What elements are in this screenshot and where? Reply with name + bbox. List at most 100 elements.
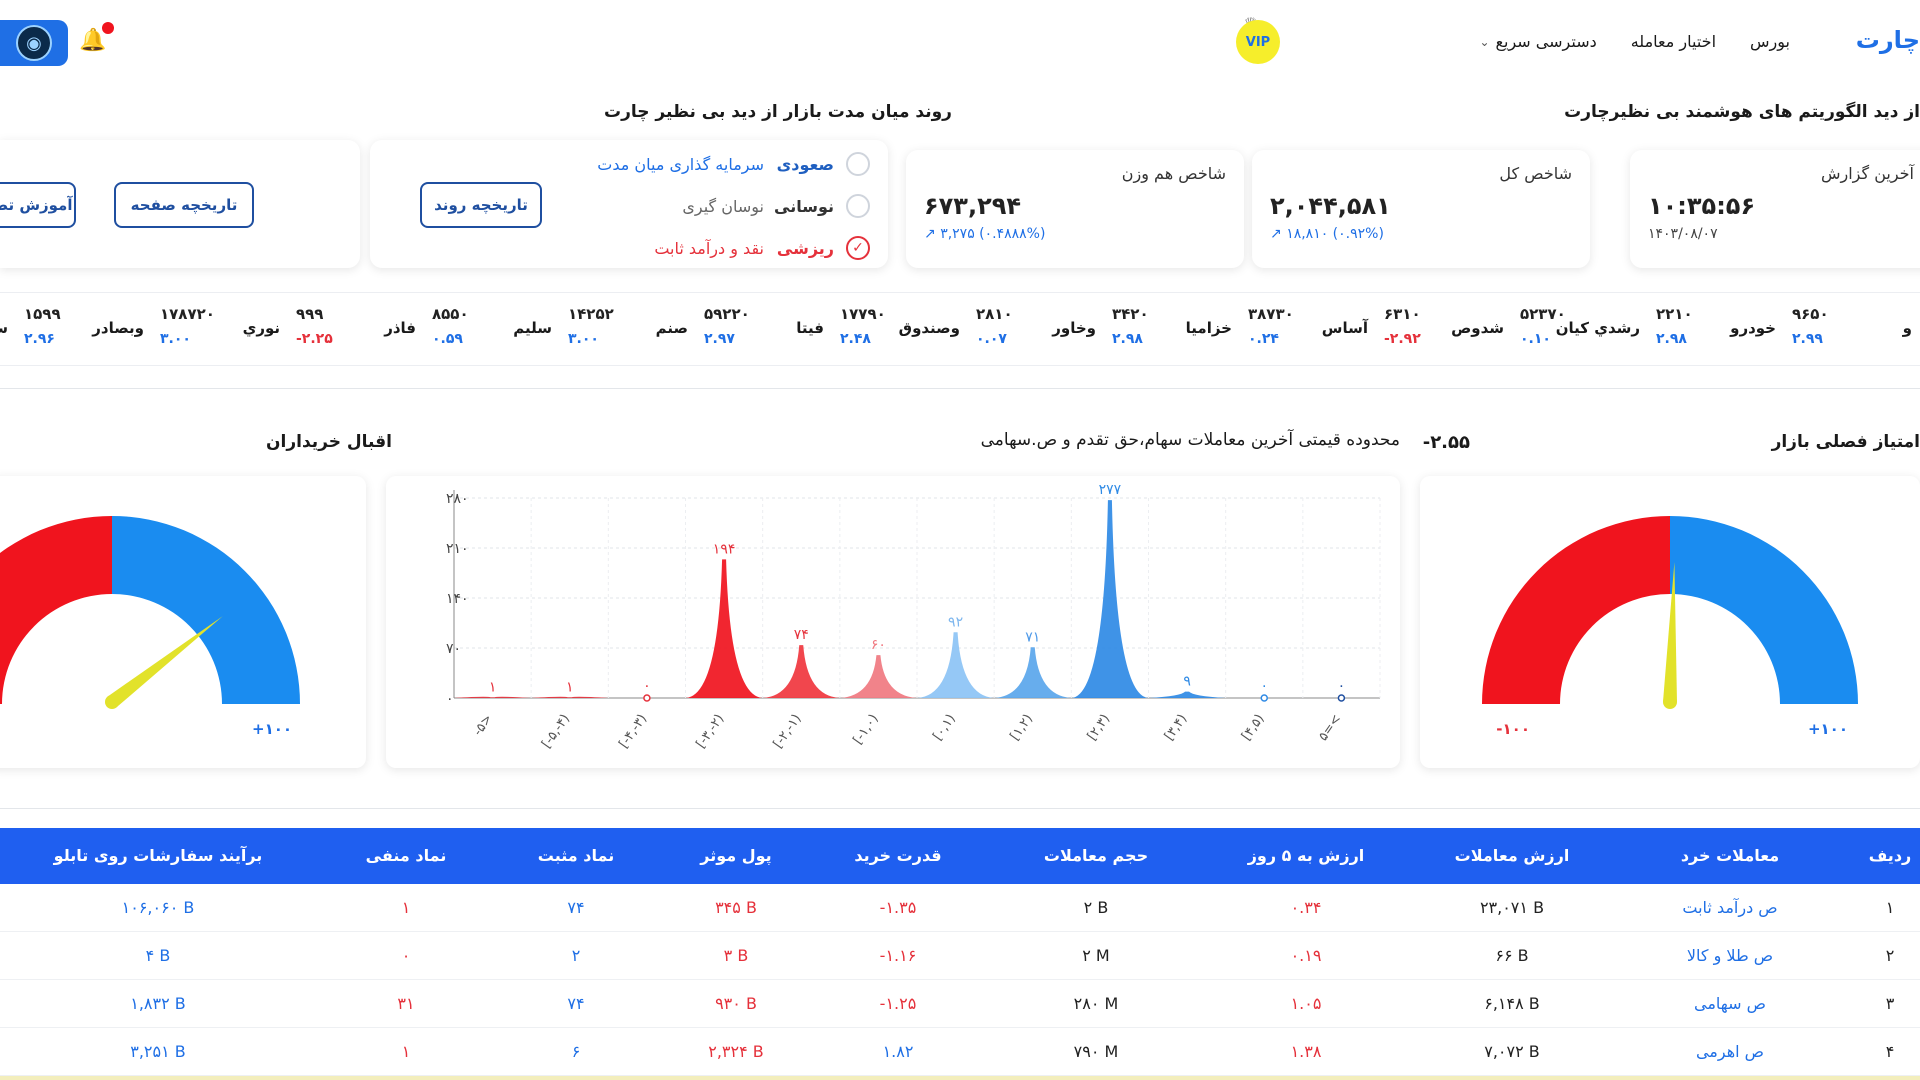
- trend-row-up[interactable]: صعودی سرمایه گذاری میان مدت: [597, 152, 870, 176]
- ticker-symbol: صنم: [655, 319, 688, 337]
- table-cell[interactable]: ص طلا و کالا: [1686, 946, 1774, 965]
- ticker-symbol: و: [1902, 319, 1912, 337]
- chart-area-peak: [454, 696, 532, 698]
- table-cell: ۱: [401, 898, 411, 917]
- table-cell: ۱.۸۲: [882, 1042, 914, 1061]
- ticker-item[interactable]: وصندوق ۱۷۷۹۰ ۲.۴۸: [840, 305, 960, 355]
- table-header-cell[interactable]: پول موثر: [700, 846, 772, 865]
- divider: [0, 808, 1920, 809]
- table-header-cell[interactable]: برآیند سفارشات روی تابلو: [53, 846, 263, 865]
- ticker-symbol: آساس: [1321, 319, 1368, 337]
- table-cell: ۱.۳۸: [1290, 1042, 1322, 1061]
- ticker-change: ۲.۹۸: [1656, 331, 1687, 347]
- ticker-item[interactable]: سليم ۸۵۵۰ ۰.۵۹: [432, 305, 552, 355]
- price-range-chart: ۰۷۰۱۴۰۲۱۰۲۸۰۱-۵>۱[-۵,-۴)۰[-۴,-۳)۱۹۴[-۳,-…: [446, 482, 1381, 751]
- ticker-price: ۵۲۳۷۰: [1520, 305, 1566, 323]
- ticker-change: ۲.۹۷: [704, 331, 735, 347]
- table-header-cell[interactable]: ارزش به ۵ روز: [1247, 846, 1365, 865]
- ticker-item[interactable]: خزاميا ۳۴۲۰ ۲.۹۸: [1112, 305, 1232, 355]
- tutorial-button[interactable]: آموزش تص: [0, 182, 76, 228]
- chart-xtick-label: [۴,۵): [1239, 712, 1267, 744]
- trend-section-title: روند میان مدت بازار از دید بی نظیر چارت: [604, 102, 952, 122]
- radio-unchecked-icon[interactable]: [846, 194, 870, 218]
- table-cell: ۳ B: [723, 946, 749, 965]
- chart-ytick-label: ۰: [446, 691, 454, 707]
- ticker-price: ۱۵۹۹: [24, 305, 61, 323]
- table-cell: ۶۶ B: [1495, 946, 1529, 965]
- nav-quick-access[interactable]: دسترسی سریع ⌄: [1479, 32, 1596, 51]
- page-actions-box: تاریخچه صفحه آموزش تص: [0, 140, 360, 268]
- ticker-item[interactable]: وخاور ۲۸۱۰ ۰.۰۷: [976, 305, 1096, 355]
- equal-weight-index-card[interactable]: شاخص هم وزن ۶۷۳,۲۹۴ ↗ ۳,۲۷۵ (۰.۴۸۸۸%): [906, 150, 1244, 268]
- ticker-item[interactable]: آساس ۳۸۷۳۰ ۰.۲۴: [1248, 305, 1368, 355]
- table-cell: ۲ B: [1083, 898, 1109, 917]
- vip-badge[interactable]: VIP: [1236, 20, 1280, 64]
- table-header-cell[interactable]: حجم معاملات: [1043, 846, 1149, 865]
- ticker-price: ۲۲۱۰: [1656, 305, 1693, 323]
- chart-value-label: ۹۲: [948, 614, 963, 630]
- table-row[interactable]: ۲ ص طلا و کالا ۶۶ B ۰.۱۹ ۲ M -۱.۱۶ ۳ B ۲ ۰ ۴ B: [0, 932, 1920, 980]
- ticker-symbol: فاذر: [384, 319, 416, 337]
- table-cell: -۱.۳۵: [879, 898, 917, 917]
- price-range-value: -۲.۵۵: [1422, 432, 1470, 453]
- table-header-cell[interactable]: ردیف: [1868, 846, 1912, 865]
- table-cell: ۳,۲۵۱ B: [130, 1042, 186, 1061]
- ticker-item[interactable]: فيتا ۵۹۲۲۰ ۲.۹۷: [704, 305, 824, 355]
- last-report-time: ۱۰:۳۵:۵۶: [1648, 192, 1756, 220]
- ticker-item[interactable]: خودرو ۲۲۱۰ ۲.۹۸: [1656, 305, 1776, 355]
- table-cell: ۶: [571, 1042, 581, 1061]
- ticker-item[interactable]: وبصادر ۱۵۹۹ ۲.۹۶: [24, 305, 144, 355]
- page-history-button[interactable]: تاریخچه صفحه: [114, 182, 254, 228]
- user-menu-button[interactable]: ◉: [0, 20, 68, 66]
- ticker-item[interactable]: نوري ۱۷۸۷۲۰ ۳.۰۰: [160, 305, 280, 355]
- radio-unchecked-icon[interactable]: [846, 152, 870, 176]
- chart-area-peak: [531, 696, 609, 698]
- brand-logo[interactable]: چارت: [1855, 26, 1920, 54]
- table-cell: ۱.۰۵: [1290, 994, 1322, 1013]
- table-header-cell[interactable]: قدرت خرید: [854, 846, 942, 865]
- table-header-cell[interactable]: معاملات خرد: [1680, 846, 1780, 865]
- ticker-price: ۱۷۸۷۲۰: [160, 305, 215, 323]
- ticker-change: ۰.۰۷: [976, 331, 1007, 347]
- trend-row-down[interactable]: ✓ ریزشی نقد و درآمد ثابت: [654, 236, 870, 260]
- buyers-gauge-panel: +۱۰۰: [0, 476, 366, 768]
- ticker-item[interactable]: صنم ۱۴۲۵۲ ۳.۰۰: [568, 305, 688, 355]
- check-circle-icon[interactable]: ✓: [846, 236, 870, 260]
- gauge-hub: [105, 695, 119, 709]
- table-header-cell[interactable]: ارزش معاملات: [1454, 846, 1570, 865]
- table-row[interactable]: ۱ ص درآمد ثابت ۲۳,۰۷۱ B ۰.۳۴ ۲ B -۱.۳۵ ۳۴۵ B ۷۴…: [0, 884, 1920, 932]
- ticker-item[interactable]: فاذر ۹۹۹ -۲.۲۵: [296, 305, 416, 355]
- table-cell[interactable]: ص درآمد ثابت: [1682, 898, 1778, 917]
- ticker-symbol: سامان: [0, 319, 8, 337]
- table-header-cell[interactable]: نماد منفی: [365, 846, 447, 865]
- nav-options[interactable]: اختیار معامله: [1631, 32, 1716, 51]
- table-cell[interactable]: ص سهامی: [1694, 994, 1766, 1013]
- chart-area-peak: [1148, 691, 1226, 698]
- ticker-item[interactable]: رشدي کيان ۵۲۳۷۰ ۰.۱۰: [1520, 305, 1640, 355]
- chart-xtick-label: [۳,۴): [1162, 712, 1190, 744]
- ticker-symbol: رشدي کيان: [1555, 319, 1640, 337]
- bell-icon[interactable]: 🔔: [79, 28, 107, 53]
- chart-value-label: ۰: [1338, 678, 1346, 694]
- nav-bourse[interactable]: بورس: [1750, 32, 1790, 51]
- total-index-card[interactable]: شاخص کل ۲,۰۴۴,۵۸۱ ↗ ۱۸,۸۱۰ (۰.۹۲%): [1252, 150, 1590, 268]
- table-row[interactable]: ۳ ص سهامی ۶,۱۴۸ B ۱.۰۵ ۲۸۰ M -۱.۲۵ ۹۳۰ B ۷۴ ۳۱ ۱,…: [0, 980, 1920, 1028]
- table-cell[interactable]: ص اهرمی: [1695, 1042, 1765, 1061]
- ticker-change: -۲.۲۵: [296, 331, 333, 347]
- ticker-item[interactable]: سامان۰۰۰۴۶: [0, 305, 8, 355]
- trend-row-range[interactable]: نوسانی نوسان گیری: [682, 194, 870, 218]
- table-cell: ۳۱: [397, 994, 415, 1013]
- ticker-symbol: خزاميا: [1185, 319, 1232, 337]
- ticker-price: ۸۵۵۰: [432, 305, 469, 323]
- table-row[interactable]: ۴ ص اهرمی ۷,۰۷۲ B ۱.۳۸ ۷۹۰ M ۱.۸۲ ۲,۳۲۴ B ۶ ۱ ۳,۲…: [0, 1028, 1920, 1076]
- table-cell: ۲۳,۰۷۱ B: [1479, 898, 1545, 917]
- trend-history-button[interactable]: تاریخچه روند: [420, 182, 542, 228]
- table-cell: ۶,۱۴۸ B: [1484, 994, 1540, 1013]
- trend-desc-range: نوسان گیری: [682, 196, 764, 216]
- ticker-price: ۵۹۲۲۰: [704, 305, 750, 323]
- table-header-cell[interactable]: نماد مثبت: [537, 846, 615, 865]
- nav-bourse-label: بورس: [1750, 32, 1790, 51]
- ticker-item[interactable]: و ۹۶۵۰ ۲.۹۹: [1792, 305, 1912, 355]
- ticker-item[interactable]: شدوص ۶۳۱۰ -۲.۹۲: [1384, 305, 1504, 355]
- ticker-price: ۲۸۱۰: [976, 305, 1013, 323]
